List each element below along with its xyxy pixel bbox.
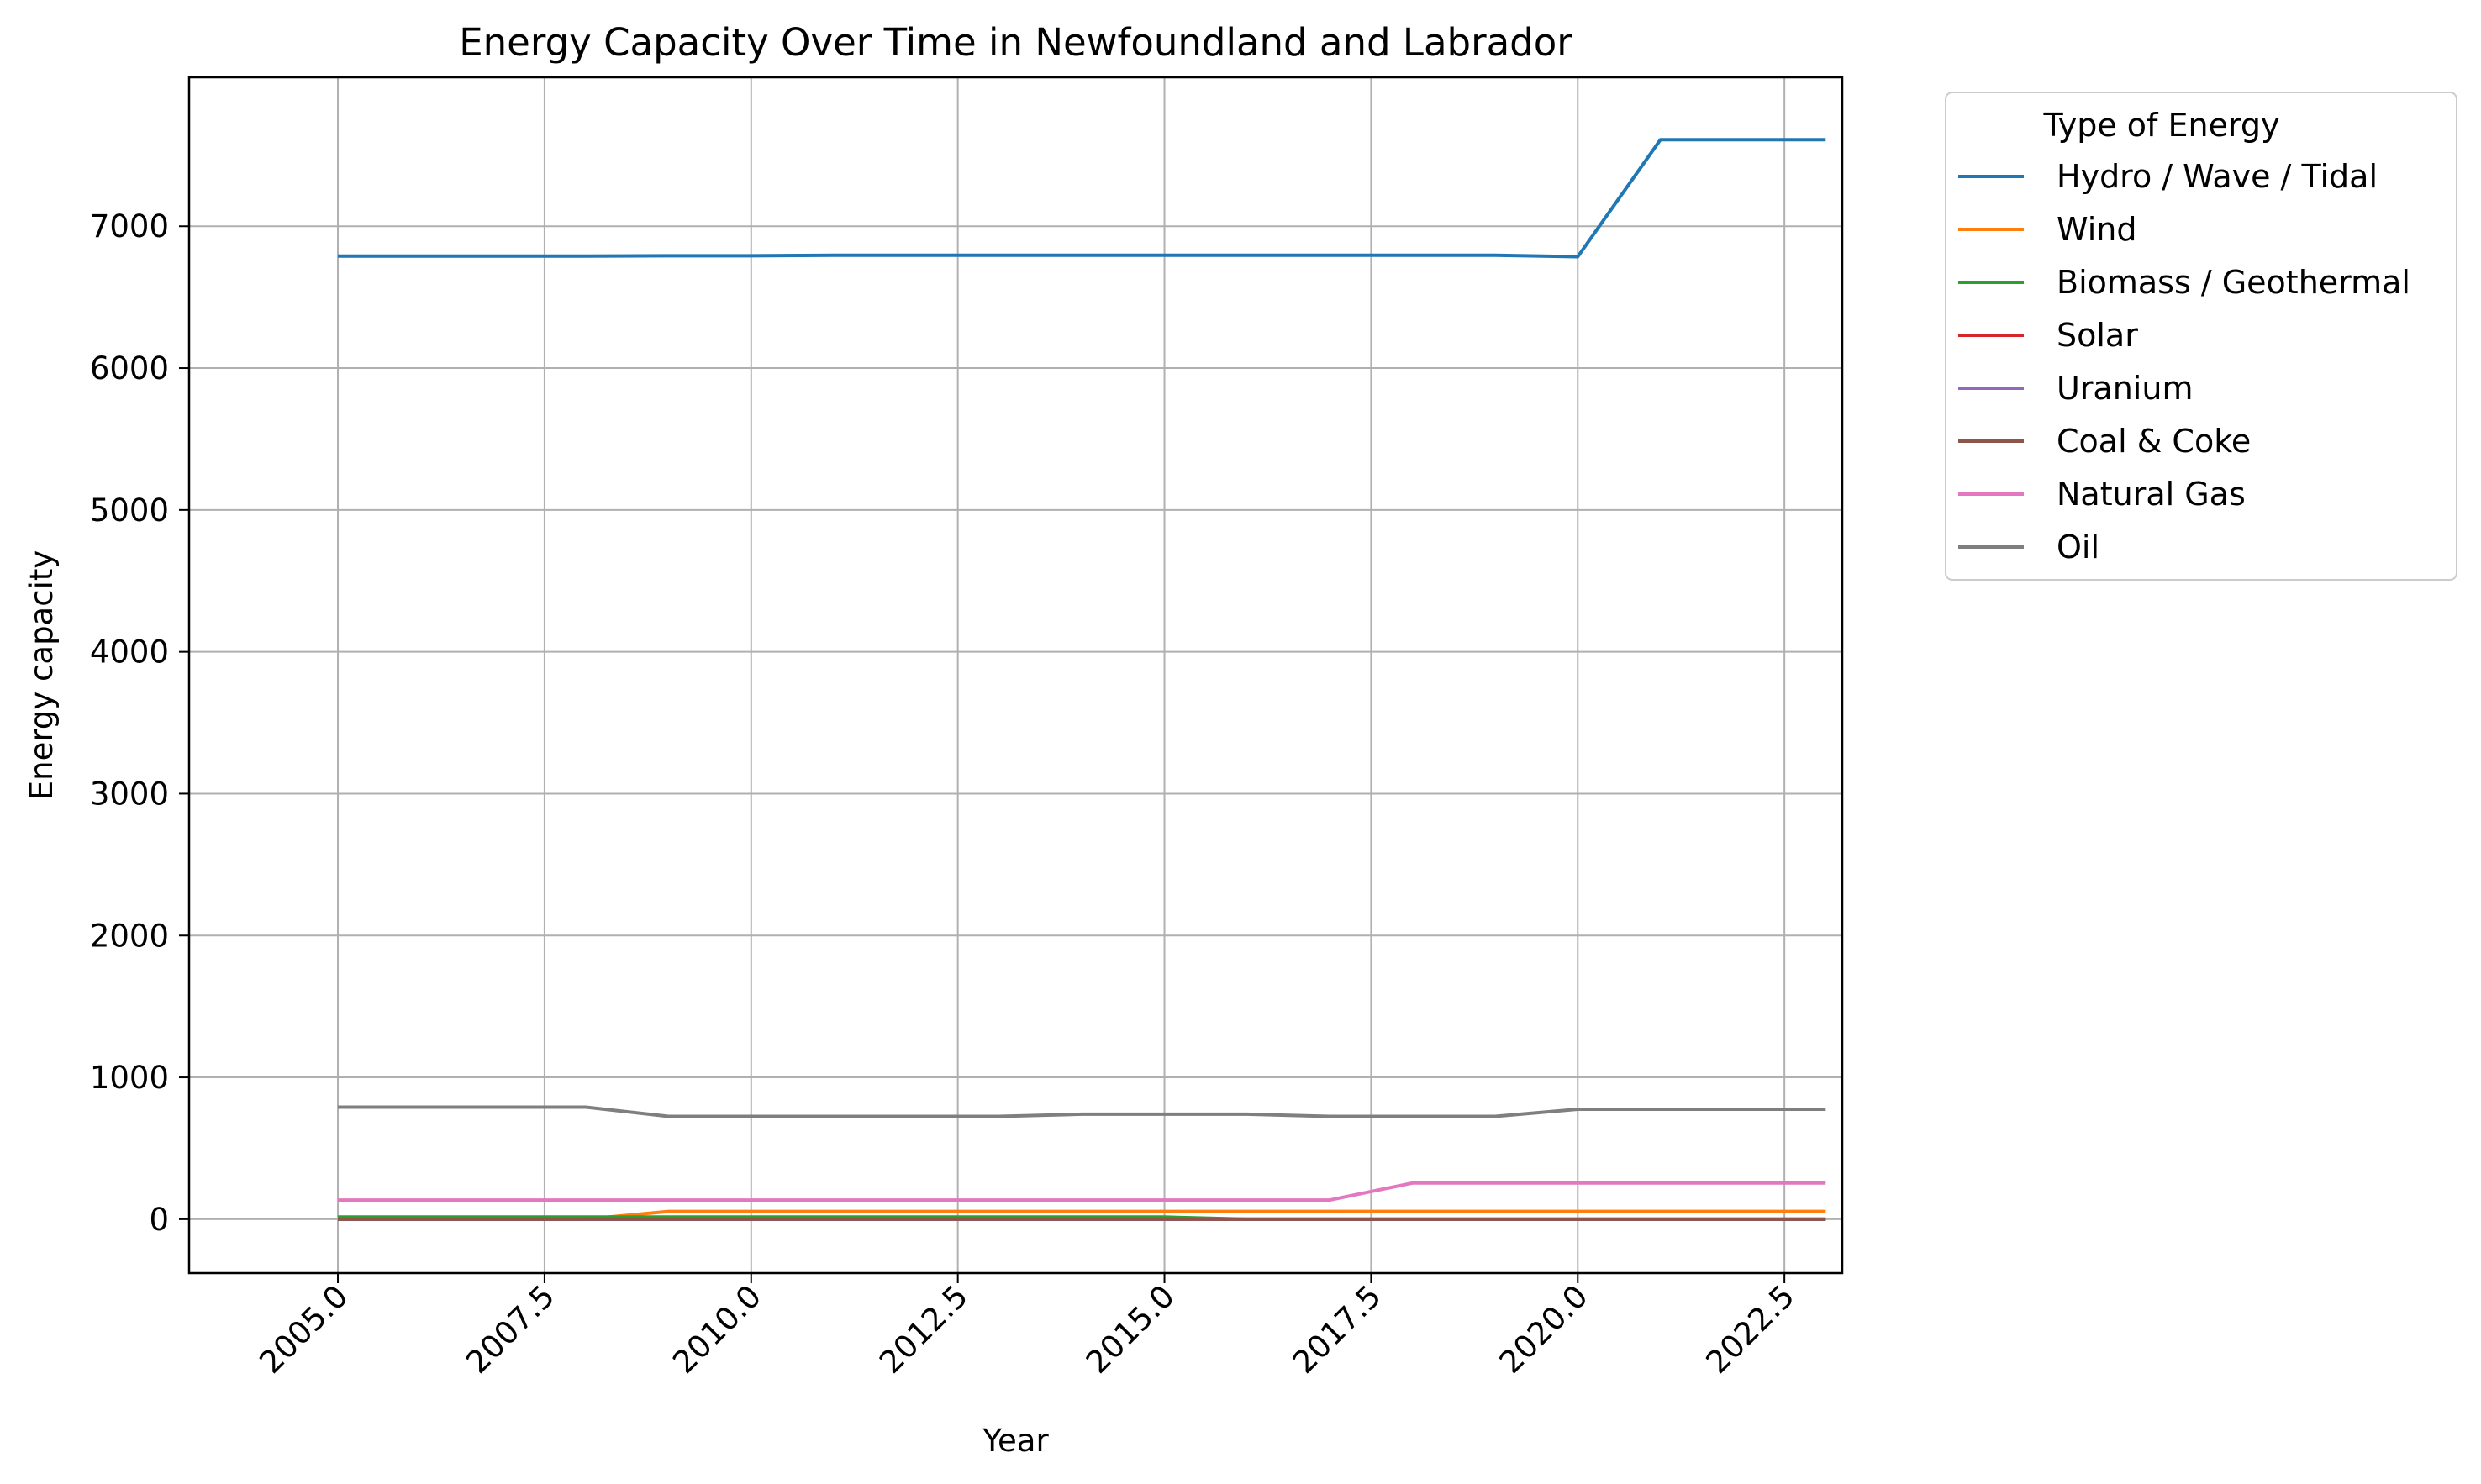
- legend-label-solar: Solar: [2057, 317, 2138, 354]
- x-tick-label: 2005.0: [252, 1278, 355, 1381]
- legend-label-oil: Oil: [2057, 529, 2099, 566]
- x-tick-label: 2007.5: [459, 1278, 561, 1381]
- y-tick-label: 4000: [90, 634, 169, 671]
- x-tick-label: 2012.5: [872, 1278, 975, 1381]
- axis-ticks: 2005.0 2007.5 2010.0 2012.5 2015.0 2017.5 2020…: [90, 208, 1802, 1381]
- x-axis-label: Year: [982, 1423, 1049, 1459]
- y-tick-label: 0: [149, 1202, 169, 1238]
- grid: [189, 77, 1842, 1273]
- y-tick-label: 7000: [90, 208, 169, 245]
- y-tick-label: 1000: [90, 1060, 169, 1096]
- series-line-natural-gas: [338, 1181, 1826, 1202]
- x-tick-label: 2015.0: [1079, 1278, 1182, 1381]
- series-line-hydro-wave-tidal: [338, 138, 1826, 259]
- y-tick-label: 5000: [90, 492, 169, 529]
- legend-box: [1945, 92, 2457, 581]
- legend-title: Type of Energy: [2042, 107, 2279, 144]
- y-axis-label: Energy capacity: [24, 550, 60, 801]
- series-line-oil: [338, 1105, 1826, 1118]
- legend-label-uranium: Uranium: [2057, 370, 2193, 407]
- series-lines: [338, 138, 1826, 1221]
- x-tick-label: 2020.0: [1493, 1278, 1595, 1381]
- x-tick-label: 2017.5: [1286, 1278, 1388, 1381]
- x-tick-label: 2010.0: [666, 1278, 768, 1381]
- y-tick-label: 3000: [90, 776, 169, 812]
- plot-frame: [187, 76, 1844, 1275]
- legend-label-natural-gas: Natural Gas: [2057, 476, 2246, 513]
- y-tick-label: 6000: [90, 350, 169, 387]
- legend: Type of Energy Hydro / Wave / Tidal Wind B…: [1945, 92, 2457, 581]
- chart-title: Energy Capacity Over Time in Newfoundlan…: [459, 20, 1572, 65]
- legend-label-wind: Wind: [2057, 211, 2137, 248]
- legend-label-coal-coke: Coal & Coke: [2057, 423, 2251, 460]
- legend-label-hydro-wave-tidal: Hydro / Wave / Tidal: [2057, 158, 2378, 195]
- y-tick-label: 2000: [90, 918, 169, 954]
- legend-label-biomass-geothermal: Biomass / Geothermal: [2057, 264, 2410, 301]
- x-tick-label: 2022.5: [1699, 1278, 1802, 1381]
